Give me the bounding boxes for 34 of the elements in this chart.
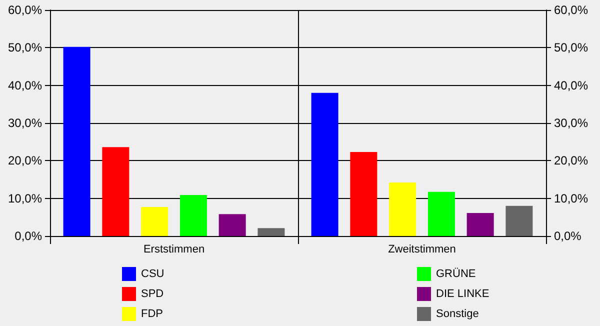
y2-tick-label: 0,0% [554, 229, 582, 243]
legend-label: CSU [141, 268, 164, 280]
bar [63, 46, 90, 236]
y-tick-label: 50,0% [8, 40, 42, 55]
legend-label: SPD [141, 288, 164, 300]
y2-tick-label: 40,0% [554, 78, 588, 92]
y-tick-label: 0,0% [14, 229, 42, 243]
bar [141, 206, 168, 236]
x-tick-label: Zweitstimmen [388, 244, 456, 256]
bar [506, 206, 533, 236]
y-tick-label: 60,0% [8, 3, 42, 17]
bar [218, 214, 246, 236]
bar [389, 182, 416, 236]
y-tick-label: 30,0% [8, 116, 42, 130]
y-tick-label: 40,0% [8, 78, 42, 92]
y2-tick-label: 30,0% [554, 116, 588, 130]
y2-tick-label: 10,0% [554, 191, 588, 206]
x-tick-label: Erststimmen [143, 244, 205, 256]
y-tick-label: 10,0% [8, 191, 42, 206]
legend-label: DIE LINKE [436, 288, 490, 300]
bar [311, 92, 338, 236]
y2-tick-label: 20,0% [554, 154, 588, 168]
bar [102, 147, 130, 236]
y-tick-label: 20,0% [8, 154, 42, 168]
bar [350, 152, 378, 236]
bar [428, 192, 455, 236]
legend-label: Sonstige [436, 308, 479, 320]
bar [180, 194, 207, 236]
legend-label: FDP [141, 308, 163, 320]
bar [258, 228, 285, 236]
bar [466, 213, 494, 236]
y2-tick-label: 50,0% [554, 40, 588, 55]
legend-label: GRÜNE [436, 267, 476, 280]
y2-tick-label: 60,0% [554, 3, 588, 17]
